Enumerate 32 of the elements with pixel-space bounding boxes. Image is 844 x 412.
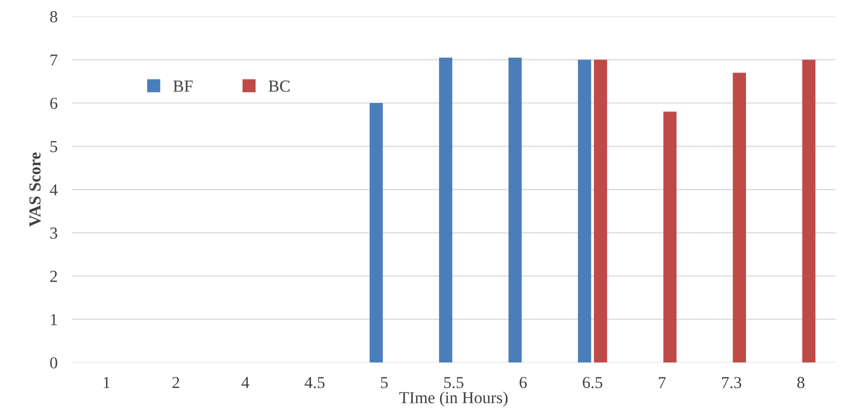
x-tick-label: 5.5 (444, 377, 464, 388)
x-tick-label: 8 (797, 376, 804, 388)
x-tick-label: 7 (658, 377, 666, 388)
y-tick-label: 6 (50, 98, 58, 109)
y-tick-label: 7 (50, 54, 58, 66)
y-tick-label: 8 (50, 11, 58, 22)
legend-label: BF (173, 80, 193, 92)
bar (802, 60, 816, 363)
bar (439, 58, 452, 363)
x-tick-label: 6.5 (582, 376, 602, 388)
y-tick-label: 5 (50, 141, 58, 152)
x-tick-label: 7.3 (722, 376, 742, 388)
y-tick-label: 1 (50, 314, 57, 326)
x-tick-label: 4.5 (304, 377, 325, 388)
x-axis-title: TIme (in Hours) (399, 392, 508, 407)
bar (663, 112, 677, 363)
bar (732, 72, 746, 363)
y-axis-title: VAS Score (29, 152, 41, 227)
x-tick-label: 4 (241, 377, 250, 388)
y-tick-label: 4 (50, 184, 58, 196)
y-tick-label: 2 (50, 270, 57, 282)
x-tick-label: 5 (381, 377, 388, 388)
bar (578, 60, 592, 363)
bar (594, 60, 608, 363)
x-tick-label: 6 (520, 376, 527, 388)
y-tick-label: 0 (50, 357, 58, 369)
legend-label: BC (268, 80, 290, 92)
y-tick-label: 3 (50, 228, 58, 239)
x-tick-label: 2 (172, 376, 180, 388)
bar (370, 103, 383, 363)
bar (508, 58, 522, 363)
x-tick-label: 1 (104, 377, 110, 388)
